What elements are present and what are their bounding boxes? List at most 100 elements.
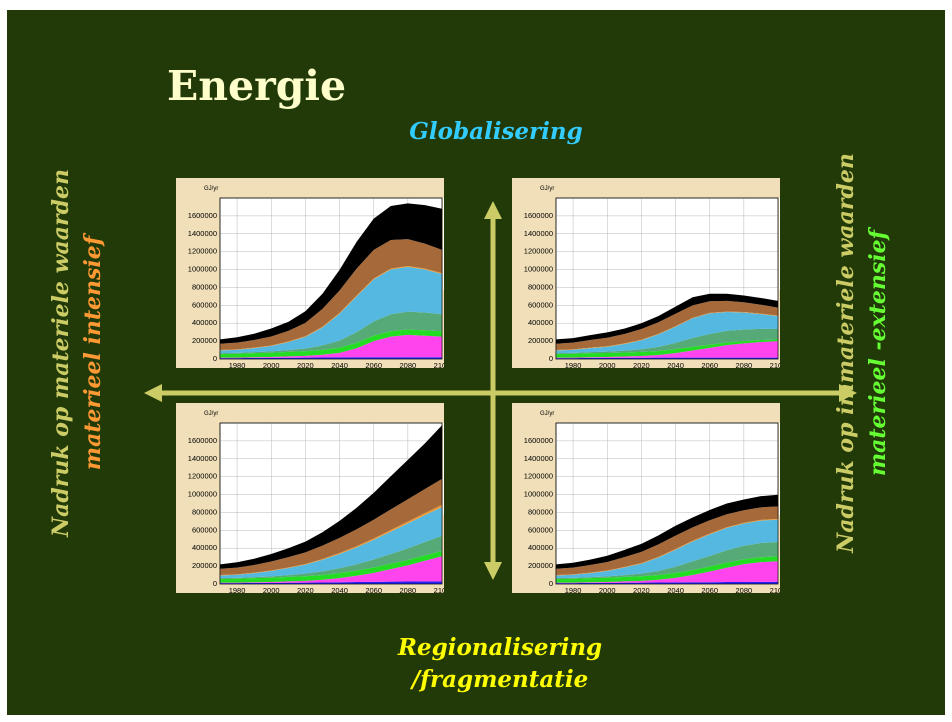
x-tick-label: 2100 <box>770 586 780 593</box>
area-natural-gas <box>220 266 442 354</box>
y-tick-label: 800000 <box>192 507 217 516</box>
x-tick-label: 2060 <box>701 586 718 593</box>
y-tick-label: 1200000 <box>524 247 553 256</box>
area-non-renew <box>556 341 778 359</box>
y-tick-label: 400000 <box>528 543 553 552</box>
y-tick-label: 1400000 <box>188 454 217 463</box>
y-tick-label: 200000 <box>192 561 217 570</box>
area-non-renew <box>220 334 442 359</box>
y-tick-label: 200000 <box>528 336 553 345</box>
regionalisering-label: Regionalisering /fragmentatie <box>340 632 660 696</box>
y-tick-label: 1600000 <box>188 211 217 220</box>
right-label-line-1: Nadruk op immateriele waarden <box>833 153 859 553</box>
area-traditional <box>556 556 778 583</box>
chart-legend: Region (c)WorldEnergy carr.CoalHeavy oil… <box>443 423 444 515</box>
y-tick-label: 400000 <box>192 318 217 327</box>
left-label-line-2: materieel intensief <box>80 235 106 471</box>
y-tick-label: 600000 <box>528 525 553 534</box>
globalisering-label: Globalisering <box>409 118 583 145</box>
area-modern <box>220 535 442 580</box>
x-tick-label: 2040 <box>667 586 684 593</box>
area-coal <box>556 293 778 344</box>
area-hydro-sov <box>220 581 442 584</box>
area-natural-gas <box>220 507 442 579</box>
x-tick-label: 2060 <box>701 361 718 368</box>
area-modern <box>556 328 778 355</box>
right-axis-label: Nadruk op immateriele waarden materieel … <box>830 138 910 568</box>
x-tick-label: 2000 <box>599 361 616 368</box>
x-tick-label: 2020 <box>297 586 314 593</box>
x-tick-label: 2020 <box>633 361 650 368</box>
area-traditional <box>556 339 778 358</box>
y-tick-label: 1600000 <box>524 436 553 445</box>
x-tick-label: 1980 <box>565 586 582 593</box>
area-traditional <box>220 329 442 358</box>
chart-svg-bottom-left: GJ/yr 0 200000 400000 600000 800000 1000000 120… <box>188 411 444 593</box>
chart-panel-top-right: GJ/yr 0 200000 400000 600000 800000 1000000 120… <box>512 178 780 368</box>
area-heavy-oil <box>220 478 442 576</box>
unit-label: GJ/yr <box>540 186 554 192</box>
area-natural-gas <box>556 519 778 579</box>
chart-legend: Region (c)WorldEnergy carr.CoalHeavy oil… <box>779 423 780 515</box>
y-tick-label: 0 <box>549 579 553 588</box>
x-tick-label: 2100 <box>434 361 444 368</box>
x-tick-label: 2060 <box>365 361 382 368</box>
regionalisering-line-2: /fragmentatie <box>411 666 589 693</box>
legend-background <box>443 198 444 290</box>
y-tick-label: 0 <box>549 354 553 363</box>
x-tick-label: 2000 <box>599 586 616 593</box>
x-tick-label: 2100 <box>434 586 444 593</box>
plot-frame <box>219 197 443 360</box>
area-natural-gas <box>556 312 778 354</box>
area-modern <box>556 541 778 580</box>
y-tick-label: 0 <box>213 579 217 588</box>
y-tick-label: 800000 <box>192 282 217 291</box>
y-tick-label: 400000 <box>528 318 553 327</box>
y-tick-label: 0 <box>213 354 217 363</box>
chart-legend: Region (c)WorldEnergy carr.CoalHeavy oil… <box>779 198 780 290</box>
area-hydro-sov <box>220 357 442 359</box>
y-tick-label: 800000 <box>528 507 553 516</box>
x-tick-label: 2000 <box>263 361 280 368</box>
unit-label: GJ/yr <box>204 411 218 417</box>
right-label-line-2: materieel -extensief <box>865 229 891 477</box>
y-tick-label: 600000 <box>192 525 217 534</box>
left-axis-label: Nadruk op materiele waarden materieel in… <box>45 138 125 568</box>
x-tick-label: 2080 <box>736 586 753 593</box>
x-tick-label: 2040 <box>331 361 348 368</box>
area-coal <box>220 203 442 344</box>
x-tick-label: 2080 <box>400 361 417 368</box>
y-tick-label: 1400000 <box>524 454 553 463</box>
x-tick-label: 2060 <box>365 586 382 593</box>
regionalisering-line-1: Regionalisering <box>397 634 603 661</box>
x-tick-label: 2080 <box>400 586 417 593</box>
unit-label: GJ/yr <box>540 411 554 417</box>
y-tick-label: 1000000 <box>524 490 553 499</box>
chart-svg-top-right: GJ/yr 0 200000 400000 600000 800000 1000000 120… <box>524 186 780 368</box>
legend-background <box>779 423 780 515</box>
area-heavy-oil <box>556 506 778 576</box>
plot-frame <box>555 422 779 585</box>
area-non-renew <box>556 561 778 584</box>
area-coal <box>556 494 778 569</box>
x-tick-label: 2040 <box>667 361 684 368</box>
area-hydro-sov <box>556 581 778 584</box>
x-tick-label: 1980 <box>229 586 246 593</box>
x-tick-label: 2040 <box>331 586 348 593</box>
chart-svg-top-left: GJ/yr 0 200000 400000 600000 800000 1000000 120… <box>188 186 444 368</box>
unit-label: GJ/yr <box>204 186 218 192</box>
y-tick-label: 600000 <box>192 300 217 309</box>
chart-panel-bottom-left: GJ/yr 0 200000 400000 600000 800000 1000000 120… <box>176 403 444 593</box>
y-tick-label: 1600000 <box>524 211 553 220</box>
y-tick-label: 400000 <box>192 543 217 552</box>
y-tick-label: 800000 <box>528 282 553 291</box>
slide-title: Energie <box>167 62 347 110</box>
y-tick-label: 200000 <box>528 561 553 570</box>
area-traditional <box>220 550 442 583</box>
y-tick-label: 1000000 <box>188 265 217 274</box>
area-coal <box>220 425 442 569</box>
legend-background <box>779 198 780 290</box>
x-tick-label: 2000 <box>263 586 280 593</box>
chart-panel-top-left: GJ/yr 0 200000 400000 600000 800000 1000000 120… <box>176 178 444 368</box>
